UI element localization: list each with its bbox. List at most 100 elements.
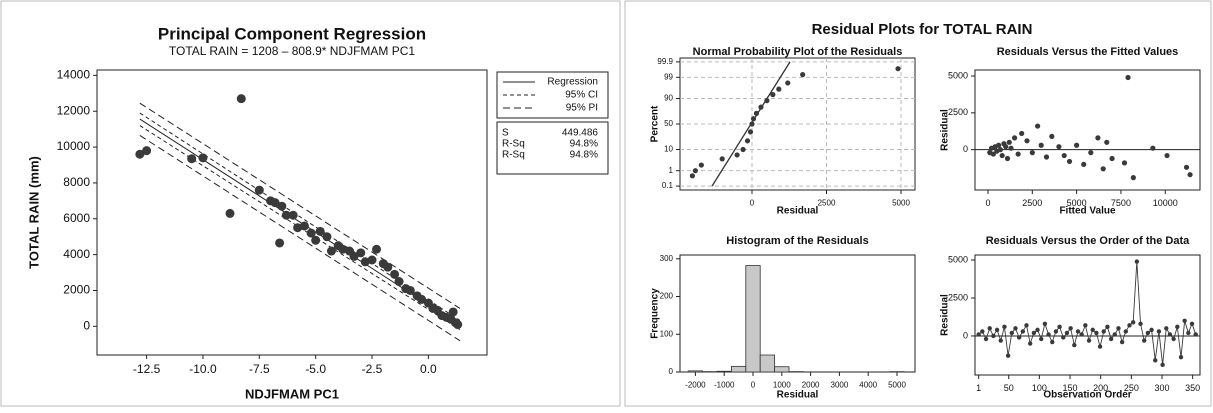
point bbox=[1021, 329, 1025, 333]
bar bbox=[731, 366, 745, 372]
point bbox=[1050, 340, 1054, 344]
point bbox=[289, 211, 298, 220]
chart-title: Residuals Versus the Fitted Values bbox=[997, 46, 1179, 58]
point bbox=[1101, 166, 1106, 171]
point bbox=[748, 129, 753, 134]
y-tick-label: 100 bbox=[660, 329, 674, 338]
x-tick-label: 1 bbox=[976, 383, 981, 393]
point bbox=[754, 111, 759, 116]
point bbox=[1131, 175, 1136, 180]
point bbox=[749, 121, 754, 126]
point bbox=[1068, 326, 1072, 330]
y-tick-label: 5000 bbox=[948, 254, 968, 264]
point bbox=[1094, 331, 1098, 335]
point bbox=[895, 66, 900, 71]
point bbox=[1179, 355, 1183, 359]
point bbox=[1000, 153, 1005, 158]
stat-name: S bbox=[502, 128, 509, 139]
point bbox=[1187, 172, 1192, 177]
point bbox=[1186, 331, 1190, 335]
point bbox=[372, 245, 381, 254]
point bbox=[1160, 363, 1164, 367]
point bbox=[1109, 156, 1114, 161]
point bbox=[770, 92, 775, 97]
point bbox=[1081, 162, 1086, 167]
y-tick-label: 4000 bbox=[63, 247, 90, 261]
point bbox=[1083, 323, 1087, 327]
x-tick-label: -7.5 bbox=[249, 362, 270, 376]
point bbox=[1098, 344, 1102, 348]
x-axis-label: NDJFMAM PC1 bbox=[245, 386, 339, 401]
point bbox=[1061, 335, 1065, 339]
point bbox=[453, 320, 462, 329]
x-tick-label: 5000 bbox=[1067, 198, 1087, 208]
point bbox=[1104, 140, 1109, 145]
x-tick-label: 2000 bbox=[802, 380, 820, 389]
point bbox=[693, 168, 698, 173]
y-axis-label: TOTAL RAIN (mm) bbox=[26, 156, 41, 269]
x-tick-label: -10.0 bbox=[189, 362, 217, 376]
point bbox=[1012, 135, 1017, 140]
point bbox=[311, 236, 320, 245]
y-tick-label: 10 bbox=[664, 145, 673, 154]
point bbox=[1019, 131, 1024, 136]
chart-title: Principal Component Regression bbox=[158, 24, 426, 43]
point bbox=[1044, 154, 1049, 159]
point bbox=[1013, 326, 1017, 330]
point bbox=[1175, 325, 1179, 329]
x-tick-label: 0 bbox=[985, 198, 990, 208]
point bbox=[1146, 331, 1150, 335]
x-tick-label: 0.0 bbox=[420, 362, 437, 376]
point bbox=[187, 154, 196, 163]
point bbox=[1046, 332, 1050, 336]
point bbox=[690, 173, 695, 178]
legend-label: Regression bbox=[547, 77, 598, 88]
point bbox=[277, 202, 286, 211]
point bbox=[1182, 319, 1186, 323]
point bbox=[1030, 150, 1035, 155]
x-tick-label: -12.5 bbox=[133, 362, 161, 376]
point bbox=[1142, 338, 1146, 342]
point bbox=[1116, 326, 1120, 330]
point bbox=[1127, 323, 1131, 327]
chart-title: Normal Probability Plot of the Residuals bbox=[693, 46, 903, 58]
point bbox=[255, 186, 264, 195]
y-tick-label: 0.1 bbox=[662, 181, 674, 190]
x-tick-label: 7500 bbox=[1111, 198, 1131, 208]
stat-name: R-Sq bbox=[502, 139, 525, 150]
point bbox=[976, 332, 980, 336]
x-tick-label: 5000 bbox=[892, 198, 910, 207]
stat-value: 94.8% bbox=[570, 139, 598, 150]
point bbox=[1091, 328, 1095, 332]
x-tick-label: 1000 bbox=[773, 380, 791, 389]
point bbox=[1072, 343, 1076, 347]
y-tick-label: 99.9 bbox=[657, 57, 673, 66]
point bbox=[751, 116, 756, 121]
point bbox=[1168, 332, 1172, 336]
point bbox=[800, 72, 805, 77]
bar bbox=[717, 371, 731, 372]
point bbox=[322, 232, 331, 241]
point bbox=[758, 105, 763, 110]
x-tick-label: 10000 bbox=[1153, 198, 1178, 208]
point bbox=[383, 263, 392, 272]
stat-value: 94.8% bbox=[570, 150, 598, 161]
x-tick-label: 350 bbox=[1185, 383, 1200, 393]
point bbox=[1171, 337, 1175, 341]
point bbox=[984, 337, 988, 341]
x-tick-label: -5.0 bbox=[305, 362, 326, 376]
point bbox=[1007, 140, 1012, 145]
chart-title: Residuals Versus the Order of the Data bbox=[986, 235, 1190, 247]
point bbox=[1032, 331, 1036, 335]
point bbox=[1062, 153, 1067, 158]
x-tick-label: 250 bbox=[1124, 383, 1139, 393]
point bbox=[1087, 338, 1091, 342]
x-tick-label: -1000 bbox=[714, 380, 735, 389]
point bbox=[1079, 332, 1083, 336]
point bbox=[785, 80, 790, 85]
point bbox=[142, 146, 151, 155]
point bbox=[1120, 340, 1124, 344]
stat-value: 449.486 bbox=[562, 128, 599, 139]
point bbox=[1008, 146, 1013, 151]
